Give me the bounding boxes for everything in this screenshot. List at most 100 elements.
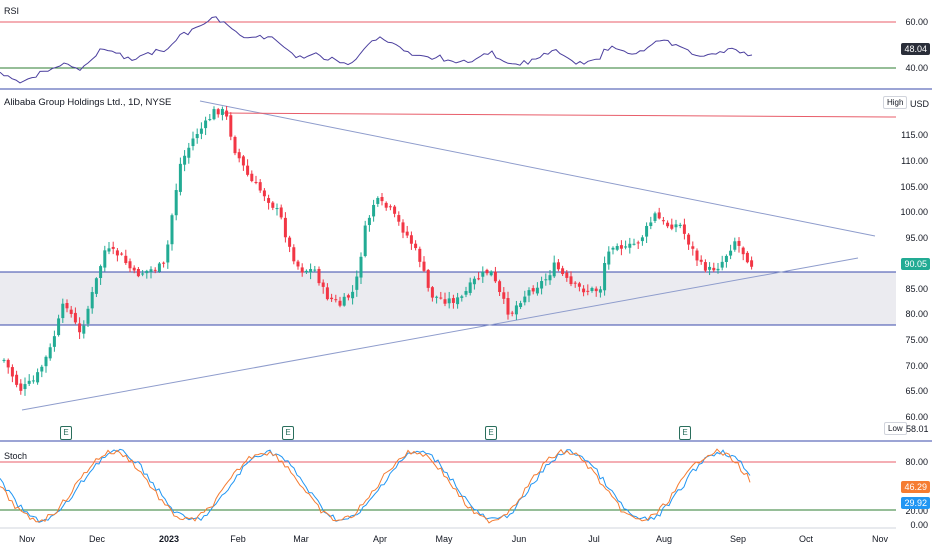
candle-body: [666, 222, 670, 227]
earnings-icon[interactable]: E: [60, 426, 72, 440]
candle-body: [649, 222, 653, 227]
candle-body: [174, 190, 178, 216]
candle-body: [586, 290, 590, 292]
candle-body: [233, 136, 237, 154]
candle-body: [695, 250, 699, 261]
candle-body: [703, 262, 707, 271]
rsi-tick-60: 60.00: [905, 17, 928, 27]
candle-body: [199, 128, 203, 134]
currency-label[interactable]: USD: [910, 99, 930, 109]
candle-body: [275, 208, 279, 210]
candle-body: [342, 296, 346, 306]
candle-body: [447, 298, 451, 304]
candle-body: [300, 267, 304, 273]
candle-body: [241, 156, 245, 166]
candle-body: [632, 243, 636, 245]
candle-body: [86, 308, 90, 324]
candle-body: [31, 380, 35, 382]
candle-body: [183, 155, 187, 165]
resistance-line: [221, 112, 897, 118]
price-tick: 85.00: [905, 284, 928, 294]
candle-body: [565, 272, 569, 278]
price-tick: 105.00: [900, 182, 928, 192]
candle-body: [178, 163, 182, 192]
candle-body: [414, 243, 418, 249]
stoch-k-badge: 46.29: [901, 481, 930, 493]
candle-body: [73, 312, 77, 323]
candle-body: [590, 287, 594, 291]
candle-body: [594, 288, 598, 292]
candle-body: [712, 267, 716, 271]
candle-body: [443, 299, 447, 304]
candle-body: [346, 295, 350, 298]
candle-body: [334, 299, 338, 301]
price-tick: 100.00: [900, 207, 928, 217]
candle-body: [279, 207, 283, 218]
candle-body: [317, 268, 321, 284]
stoch-k-line: [0, 448, 751, 524]
x-tick: Jun: [511, 534, 527, 544]
candle-body: [603, 263, 607, 291]
candle-body: [23, 384, 27, 390]
candle-body: [325, 287, 329, 300]
candle-body: [288, 237, 292, 247]
candle-body: [15, 374, 19, 385]
rsi-line: [0, 16, 753, 84]
x-tick: Jul: [588, 534, 600, 544]
candle-body: [258, 182, 262, 191]
candle-body: [107, 248, 111, 252]
candle-body: [535, 287, 539, 294]
candle-body: [687, 234, 691, 245]
candle-body: [464, 291, 468, 295]
earnings-icon[interactable]: E: [485, 426, 497, 440]
candle-body: [195, 134, 199, 139]
candle-body: [191, 138, 195, 147]
candle-body: [527, 290, 531, 296]
candle-body: [48, 347, 52, 359]
candle-body: [296, 261, 300, 267]
rsi-series: [0, 16, 753, 84]
earnings-icon[interactable]: E: [282, 426, 294, 440]
candle-body: [611, 247, 615, 250]
candle-body: [502, 292, 506, 299]
candle-body: [489, 271, 493, 276]
earnings-icon[interactable]: E: [679, 426, 691, 440]
candle-body: [78, 323, 82, 333]
candle-body: [636, 242, 640, 244]
x-tick: Nov: [871, 534, 889, 544]
stoch-d-badge: 29.92: [901, 497, 930, 509]
candle-body: [422, 261, 426, 271]
x-tick: Nov: [18, 534, 36, 544]
candle-body: [124, 255, 128, 264]
price-tick: 80.00: [905, 309, 928, 319]
candle-body: [674, 224, 678, 228]
candle-body: [598, 289, 602, 293]
candle-body: [162, 262, 166, 264]
symbol-title[interactable]: Alibaba Group Holdings Ltd., 1D, NYSE: [4, 97, 172, 108]
candle-body: [204, 120, 208, 129]
candle-body: [657, 212, 661, 219]
candle-body: [208, 119, 212, 121]
x-tick: Mar: [293, 534, 309, 544]
high-tag[interactable]: High: [883, 96, 908, 109]
candle-body: [451, 298, 455, 303]
candle-body: [27, 380, 31, 384]
candle-body: [388, 206, 392, 208]
candle-body: [120, 253, 124, 255]
candle-body: [544, 279, 548, 281]
candle-body: [619, 245, 623, 249]
stoch-tick-20: 20.00: [905, 506, 928, 516]
candle-body: [40, 366, 44, 372]
low-tag[interactable]: Low: [884, 422, 907, 435]
candle-body: [485, 269, 489, 274]
stoch-k-series: [0, 448, 751, 524]
price-tick: 60.00: [905, 412, 928, 422]
candle-body: [6, 359, 10, 368]
candle-body: [523, 296, 527, 303]
candle-body: [292, 247, 296, 262]
candle-body: [61, 303, 65, 319]
candle-body: [145, 270, 149, 274]
candle-body: [157, 263, 161, 272]
candle-body: [267, 198, 271, 203]
